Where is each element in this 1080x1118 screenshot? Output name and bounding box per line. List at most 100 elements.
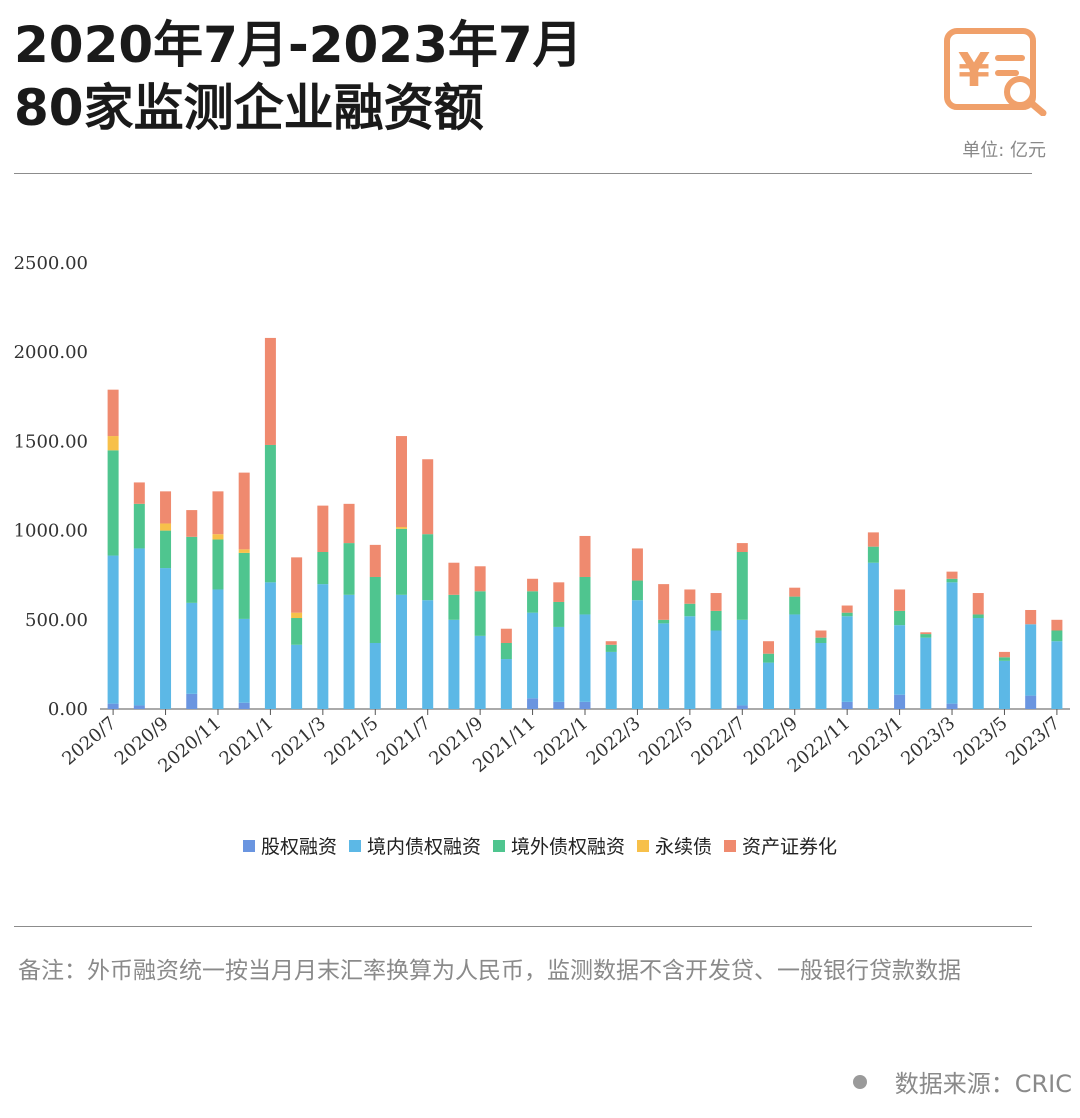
yuan-invoice-search-logo-icon: ¥ (944, 28, 1047, 116)
stacked-bar-chart: 0.00 500.00 1000.00 1500.00 2000.00 2500.00 20… (14, 253, 1070, 777)
legend-label: 股权融资 (260, 836, 337, 858)
data-source: 数据来源：CRIC (852, 1064, 1072, 1099)
bar-2023-3-series-1 (946, 582, 958, 704)
bar-2023-7-series-2 (1051, 630, 1063, 642)
bar-2021-6-series-2 (395, 528, 407, 595)
bar-2023-1-series-2 (894, 610, 906, 626)
bar-2022-6-series-2 (710, 610, 722, 631)
bar-2020-8-series-0 (133, 705, 145, 709)
x-tick-label: 2021/5 (320, 713, 382, 770)
bar-2021-2-series-1 (291, 644, 303, 709)
bar-2021-10-series-4 (500, 628, 512, 643)
bar-2023-6-series-4 (1025, 609, 1037, 625)
bar-2023-5-series-2 (998, 657, 1010, 661)
bar-2020-9-series-1 (160, 568, 172, 709)
bar-2022-7-series-1 (736, 619, 748, 706)
legend-swatch (637, 839, 649, 852)
legend-label: 境内债权融资 (366, 836, 481, 858)
bar-2021-4-series-1 (343, 594, 355, 709)
bar-2021-3-series-4 (317, 505, 329, 553)
chart-title-line2: 80家监测企业融资额 (14, 79, 484, 137)
bar-2020-7-series-0 (107, 703, 119, 709)
bar-2023-6-series-0 (1025, 695, 1037, 709)
bar-2022-11-series-2 (841, 612, 853, 617)
legend-swatch (348, 839, 361, 852)
bar-2020-11-series-4 (212, 491, 224, 535)
bar-2022-4-series-2 (658, 619, 670, 624)
x-tick-label: 2021/7 (373, 713, 435, 770)
chart-legend: 股权融资 境内债权融资 境外债权融资 永续债 资产证券化 (0, 832, 1080, 859)
bar-2020-7-series-4 (107, 389, 119, 437)
bar-2021-3-series-2 (317, 552, 329, 585)
bar-2021-6-series-1 (395, 594, 407, 709)
bar-2022-6-series-4 (710, 593, 722, 611)
legend-swatch (492, 839, 505, 852)
x-tick-label: 2023/1 (845, 713, 907, 770)
bar-2021-7-series-1 (422, 600, 434, 709)
bar-2021-5-series-1 (369, 642, 381, 709)
bar-2023-7-series-1 (1051, 641, 1063, 709)
bar-2023-3-series-0 (946, 703, 958, 709)
bar-2020-10-series-1 (186, 602, 198, 694)
bar-2020-12-series-0 (238, 702, 250, 709)
bar-2022-1-series-4 (579, 535, 591, 577)
bar-2022-9-series-4 (789, 587, 801, 597)
bar-2021-10-series-1 (500, 659, 512, 709)
bar-2021-3-series-1 (317, 584, 329, 709)
chart-title: 2020年7月-2023年7月 80家监测企业融资额 (14, 14, 583, 140)
bar-2022-10-series-4 (815, 630, 827, 638)
legend-label: 永续债 (655, 836, 713, 858)
x-tick-label: 2022/7 (688, 713, 750, 770)
bar-2021-2-series-2 (291, 618, 303, 645)
bar-2021-8-series-1 (448, 619, 460, 709)
data-source-text: 数据来源：CRIC (894, 1070, 1072, 1098)
bar-2022-5-series-4 (684, 589, 696, 604)
bar-2021-12-series-4 (553, 582, 565, 602)
bar-2020-7-series-2 (107, 450, 119, 556)
bar-2022-11-series-4 (841, 605, 853, 613)
bar-2021-4-series-4 (343, 503, 355, 544)
bar-2020-10-series-2 (186, 536, 198, 603)
bar-2022-9-series-2 (789, 596, 801, 615)
bar-2020-9-series-2 (160, 530, 172, 569)
x-tick-label: 2023/3 (897, 713, 959, 770)
bar-2021-8-series-4 (448, 562, 460, 595)
bar-2022-12-series-2 (867, 546, 879, 563)
bar-2022-10-series-2 (815, 637, 827, 643)
bar-2021-1-series-2 (264, 444, 276, 583)
bar-2020-8-series-4 (133, 482, 145, 504)
svg-text:¥: ¥ (958, 43, 990, 97)
y-tick-label: 500.00 (25, 610, 88, 631)
legend-label: 资产证券化 (742, 836, 838, 858)
bar-2021-6-series-4 (395, 436, 407, 528)
bar-2020-8-series-2 (133, 503, 145, 549)
bar-2023-4-series-4 (972, 593, 984, 615)
legend-item: 境内债权融资 (348, 832, 481, 859)
bar-2023-3-series-2 (946, 578, 958, 583)
footnote: 备注：外币融资统一按当月月末汇率换算为人民币，监测数据不含开发贷、一般银行贷款数… (18, 958, 961, 984)
bar-2023-4-series-2 (972, 614, 984, 619)
bar-2021-12-series-0 (553, 701, 565, 709)
bar-2022-3-series-1 (631, 600, 643, 709)
legend-item: 资产证券化 (724, 832, 837, 859)
x-tick-label: 2022/1 (530, 713, 592, 770)
bar-2020-7-series-1 (107, 555, 119, 704)
bar-2023-2-series-1 (920, 637, 932, 709)
bar-2022-4-series-4 (658, 584, 670, 620)
bar-2021-5-series-4 (369, 544, 381, 577)
chart-title-line1: 2020年7月-2023年7月 (14, 16, 583, 74)
bar-2020-9-series-4 (160, 491, 172, 524)
bullet-dot-icon (852, 1074, 867, 1089)
legend-item: 境外债权融资 (492, 832, 625, 859)
bar-2021-5-series-2 (369, 576, 381, 643)
bar-2022-10-series-1 (815, 642, 827, 709)
bar-2022-3-series-2 (631, 580, 643, 601)
bar-2022-6-series-1 (710, 630, 722, 709)
bar-2022-2-series-1 (605, 651, 617, 709)
bar-2021-6-series-3 (395, 527, 407, 529)
bar-2021-12-series-2 (553, 601, 565, 627)
bar-2023-1-series-1 (894, 625, 906, 695)
bar-2020-12-series-2 (238, 552, 250, 619)
bar-2021-2-series-4 (291, 557, 303, 613)
bottom-divider (14, 926, 1032, 927)
